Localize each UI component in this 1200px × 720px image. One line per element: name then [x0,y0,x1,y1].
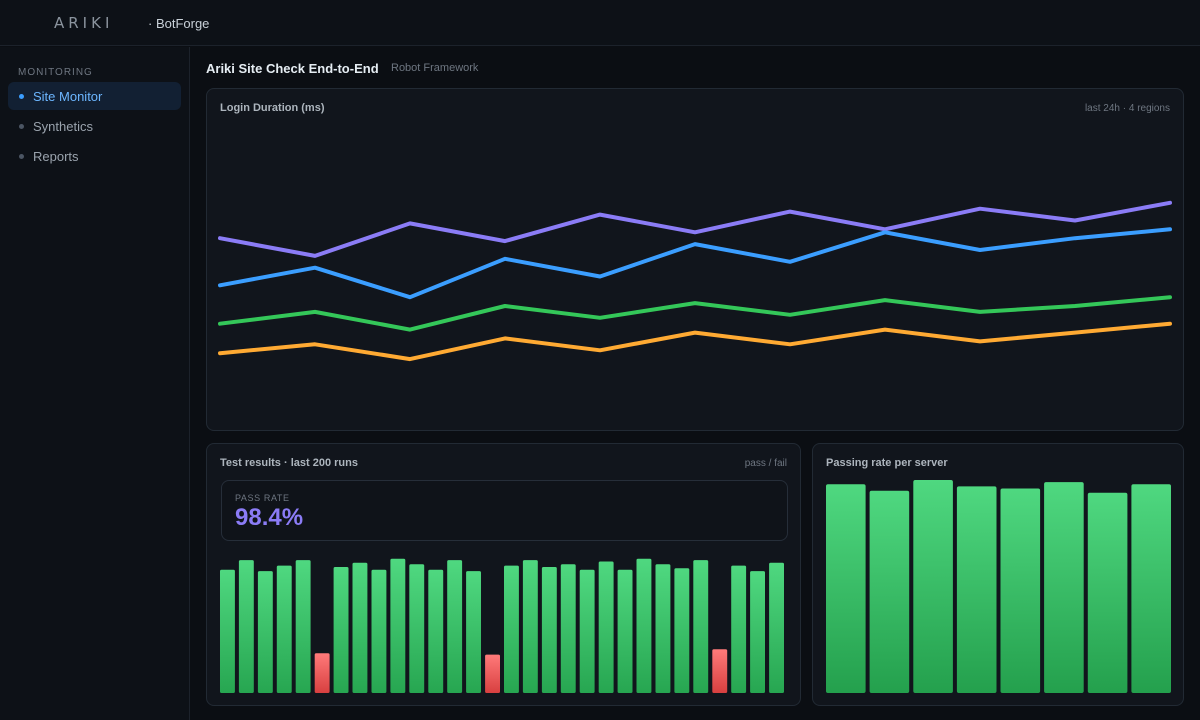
pass-run-bar[interactable] [352,562,368,693]
pass-run-bar[interactable] [390,558,406,693]
server-bar[interactable] [869,490,910,693]
server-pass-chart [826,480,1171,693]
pass-run-bar[interactable] [731,565,747,693]
pass-run-bar[interactable] [333,567,349,693]
sidebar: MONITORING Site Monitor Synthetics Repor… [0,47,190,720]
pass-run-bar[interactable] [579,569,595,693]
active-dot-icon [19,94,24,99]
panel-title: Test results · last 200 runs [220,457,358,469]
dot-icon [19,124,24,129]
pass-run-bar[interactable] [466,571,481,693]
pass-run-bar[interactable] [636,558,652,693]
test-results-panel: Test results · last 200 runs pass / fail… [206,443,801,706]
login-duration-panel: Login Duration (ms) last 24h · 4 regions [206,88,1184,431]
pass-run-bar[interactable] [428,569,444,693]
brand-name: · BotForge [148,16,210,31]
sidebar-item-label: Reports [33,149,79,164]
panel-meta: last 24h · 4 regions [1084,103,1170,114]
pass-run-bar[interactable] [220,569,235,693]
pass-rate-label: PASS RATE [235,493,290,503]
sidebar-item-reports[interactable]: Reports [8,142,181,170]
pass-run-bar[interactable] [598,561,614,694]
pass-rate-card: PASS RATE 98.4% [221,480,788,541]
fail-run-bar[interactable] [314,653,330,693]
panel-title: Login Duration (ms) [220,102,325,114]
pass-run-bar[interactable] [371,569,387,693]
pass-run-bar[interactable] [238,560,254,693]
sidebar-item-synthetics[interactable]: Synthetics [8,112,181,140]
pass-run-bar[interactable] [693,560,709,693]
ariki-logo[interactable]: ARIKI [54,14,114,32]
dot-icon [19,154,24,159]
series-line-0 [218,200,1172,258]
pass-run-bar[interactable] [504,565,519,693]
server-bar[interactable] [1044,482,1084,693]
page-title: Ariki Site Check End-to-End [206,61,379,76]
top-bar: ARIKI · BotForge [0,0,1200,46]
pass-run-bar[interactable] [560,564,576,693]
fail-run-bar[interactable] [485,654,500,693]
panel-title: Passing rate per server [826,457,948,469]
pass-run-bar[interactable] [447,560,463,693]
server-bar[interactable] [1131,484,1171,693]
pass-run-bar[interactable] [541,567,557,693]
test-results-chart [220,558,784,694]
server-bar[interactable] [826,484,866,693]
sidebar-heading: MONITORING [18,67,93,78]
server-bar[interactable] [1087,492,1128,693]
server-bar[interactable] [1000,488,1041,694]
panel-meta: pass / fail [744,458,787,469]
sidebar-item-site-monitor[interactable]: Site Monitor [8,82,181,110]
pass-run-bar[interactable] [257,571,273,693]
sidebar-item-label: Synthetics [33,119,93,134]
series-line-1 [218,227,1172,300]
pass-run-bar[interactable] [750,571,765,693]
pass-rate-value: 98.4% [235,504,304,531]
login-duration-chart [218,200,1172,362]
sidebar-item-label: Site Monitor [33,89,103,104]
pass-run-bar[interactable] [409,564,425,693]
server-pass-panel: Passing rate per server [812,443,1184,706]
pass-run-bar[interactable] [276,565,292,693]
pass-run-bar[interactable] [769,562,784,693]
pass-run-bar[interactable] [617,569,633,693]
pass-run-bar[interactable] [674,568,690,693]
series-line-2 [218,295,1172,332]
series-line-3 [218,321,1172,362]
pass-run-bar[interactable] [522,560,538,693]
page-subtitle: Robot Framework [391,62,479,74]
pass-run-bar[interactable] [295,560,311,693]
server-bar[interactable] [913,480,953,693]
server-bar[interactable] [956,486,997,693]
pass-run-bar[interactable] [655,564,671,693]
fail-run-bar[interactable] [712,649,728,693]
